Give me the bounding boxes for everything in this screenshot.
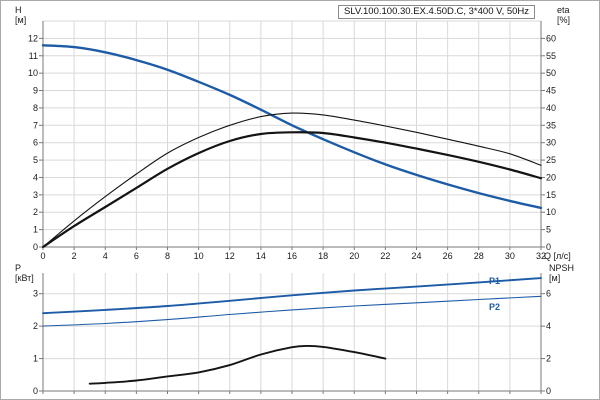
svg-text:14: 14 (256, 251, 266, 261)
svg-text:4: 4 (33, 172, 38, 182)
curve-eta-hydraulic (42, 112, 542, 248)
svg-text:55: 55 (546, 51, 556, 61)
svg-text:0: 0 (33, 386, 38, 396)
svg-text:2: 2 (546, 354, 551, 364)
svg-text:15: 15 (546, 190, 556, 200)
svg-text:11: 11 (29, 51, 38, 61)
svg-text:0: 0 (33, 242, 38, 252)
svg-text:6: 6 (33, 138, 38, 148)
svg-text:3: 3 (33, 190, 38, 200)
svg-text:1: 1 (33, 354, 38, 364)
svg-text:32: 32 (536, 251, 546, 261)
svg-text:18: 18 (318, 251, 328, 261)
curve-head-curve (41, 44, 543, 210)
svg-text:1: 1 (33, 225, 38, 235)
series-label-p2: P2 (489, 302, 501, 312)
svg-text:5: 5 (546, 225, 551, 235)
svg-text:10: 10 (194, 251, 204, 261)
chart-title: SLV.100.100.30.EX.4.50D.C, 3*400 V, 50Hz (338, 5, 536, 19)
curve-p1 (42, 277, 542, 315)
svg-text:12: 12 (28, 33, 38, 43)
y-axis-title-head: H [м] (15, 5, 27, 25)
svg-text:20: 20 (546, 172, 556, 182)
svg-text:7: 7 (33, 120, 38, 130)
svg-text:3: 3 (33, 289, 38, 299)
svg-text:5: 5 (33, 155, 38, 165)
y-axis-title-eta: eta [%] (557, 5, 571, 25)
svg-text:25: 25 (546, 155, 556, 165)
curve-npsh (88, 344, 387, 385)
curve-p2 (42, 295, 542, 327)
svg-text:10: 10 (546, 207, 556, 217)
svg-text:30: 30 (505, 251, 515, 261)
svg-text:35: 35 (546, 120, 556, 130)
svg-text:0: 0 (546, 386, 551, 396)
svg-text:8: 8 (165, 251, 170, 261)
svg-text:2: 2 (33, 207, 38, 217)
x-axis-title-flow: Q [л/с] (544, 251, 571, 261)
svg-text:60: 60 (546, 33, 556, 43)
svg-text:40: 40 (546, 103, 556, 113)
svg-text:26: 26 (443, 251, 453, 261)
y-axis-title-power: P [кВт] (15, 263, 34, 283)
svg-text:50: 50 (546, 68, 556, 78)
svg-text:4: 4 (546, 321, 551, 331)
svg-text:28: 28 (474, 251, 484, 261)
svg-text:24: 24 (411, 251, 421, 261)
svg-text:0: 0 (40, 251, 45, 261)
svg-text:2: 2 (33, 321, 38, 331)
series-label-p1: P1 (489, 276, 501, 286)
svg-text:16: 16 (287, 251, 297, 261)
svg-text:45: 45 (546, 86, 556, 96)
svg-text:8: 8 (33, 103, 38, 113)
svg-text:10: 10 (28, 68, 38, 78)
svg-text:30: 30 (546, 138, 556, 148)
svg-text:2: 2 (72, 251, 77, 261)
svg-text:20: 20 (349, 251, 359, 261)
svg-text:0: 0 (546, 242, 551, 252)
svg-text:6: 6 (134, 251, 139, 261)
svg-text:12: 12 (225, 251, 235, 261)
svg-text:22: 22 (380, 251, 390, 261)
curve-eta-total (41, 131, 543, 249)
y-axis-title-npsh: NPSH [м] (549, 263, 575, 283)
svg-text:6: 6 (546, 289, 551, 299)
svg-text:9: 9 (33, 86, 38, 96)
svg-text:4: 4 (103, 251, 108, 261)
